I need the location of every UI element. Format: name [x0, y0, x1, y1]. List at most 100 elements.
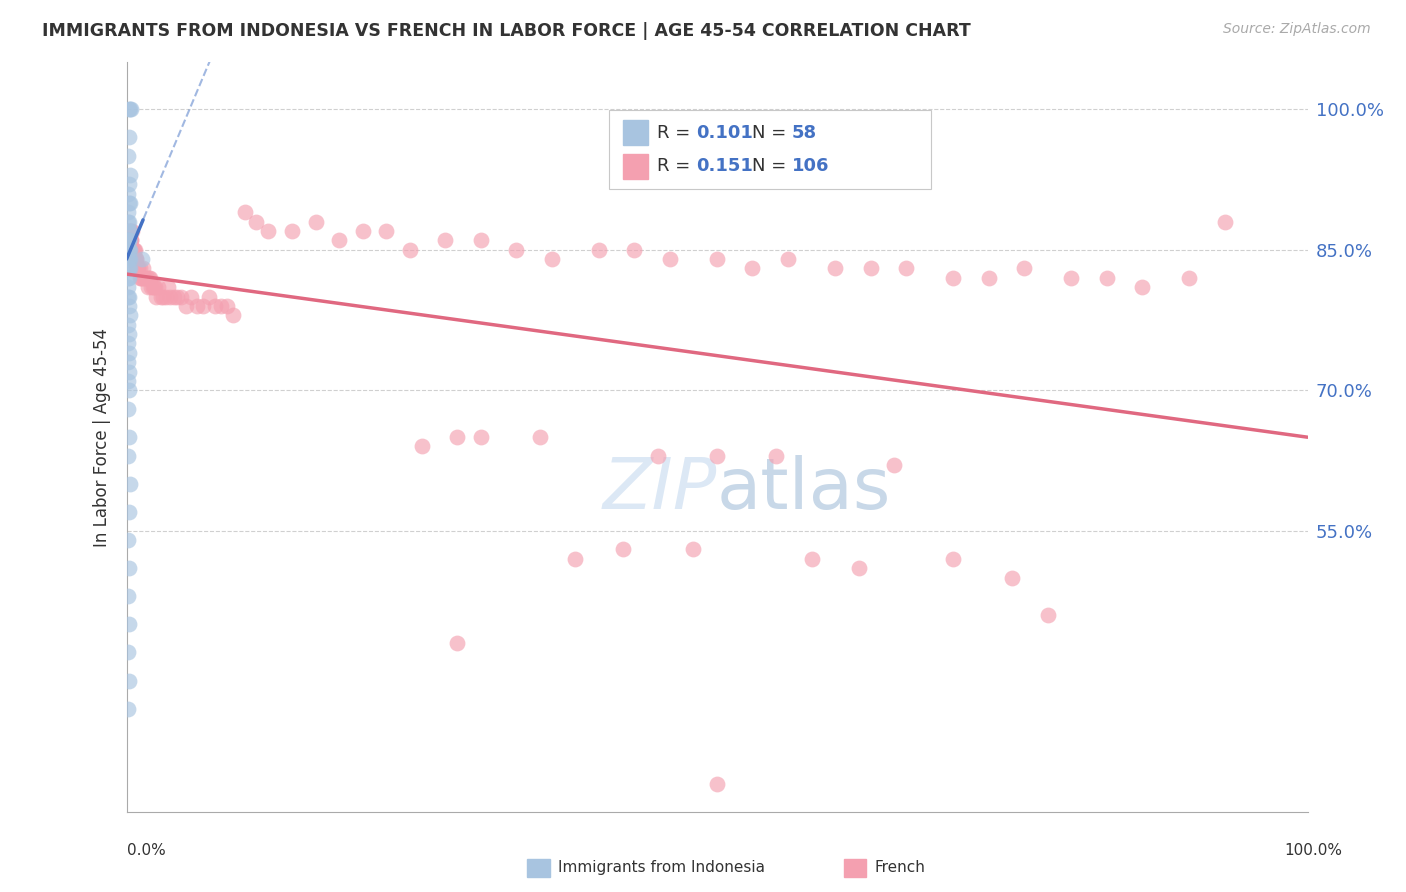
Point — [139, 271, 162, 285]
Point — [859, 261, 882, 276]
Point — [117, 449, 139, 463]
Point — [470, 430, 492, 444]
Point — [120, 243, 142, 257]
Point — [120, 233, 142, 247]
Point — [848, 561, 870, 575]
Point — [540, 252, 562, 266]
Point — [174, 299, 197, 313]
Point — [257, 224, 280, 238]
Point — [117, 401, 139, 416]
Point — [124, 252, 146, 266]
Point — [120, 233, 142, 247]
Point — [222, 308, 245, 322]
Point — [117, 186, 139, 201]
Text: 0.0%: 0.0% — [127, 843, 166, 857]
Point — [612, 542, 634, 557]
Point — [135, 271, 157, 285]
Point — [170, 289, 193, 303]
Point — [117, 233, 139, 247]
Point — [138, 271, 160, 285]
Point — [204, 299, 226, 313]
Point — [118, 215, 141, 229]
Point — [741, 261, 763, 276]
Point — [117, 205, 139, 219]
Point — [145, 289, 167, 303]
Point — [120, 168, 142, 182]
Point — [127, 261, 149, 276]
Point — [152, 289, 174, 303]
Text: R =: R = — [657, 157, 696, 175]
Text: IMMIGRANTS FROM INDONESIA VS FRENCH IN LABOR FORCE | AGE 45-54 CORRELATION CHART: IMMIGRANTS FROM INDONESIA VS FRENCH IN L… — [42, 22, 972, 40]
Point — [209, 299, 232, 313]
Point — [120, 233, 142, 247]
Text: 58: 58 — [792, 124, 817, 142]
Point — [118, 346, 141, 360]
Point — [122, 243, 145, 257]
Point — [894, 261, 917, 276]
Point — [118, 224, 141, 238]
Point — [132, 261, 155, 276]
Text: French: French — [875, 861, 925, 875]
Point — [156, 280, 179, 294]
Point — [118, 252, 141, 266]
Point — [186, 299, 208, 313]
Point — [682, 542, 704, 557]
Text: 106: 106 — [792, 157, 830, 175]
Point — [117, 646, 139, 660]
Point — [328, 233, 350, 247]
Point — [375, 224, 398, 238]
Text: atlas: atlas — [717, 455, 891, 524]
Point — [117, 271, 139, 285]
Point — [118, 261, 141, 276]
Point — [1178, 271, 1201, 285]
Point — [120, 233, 142, 247]
Point — [134, 271, 156, 285]
Point — [352, 224, 374, 238]
Point — [120, 224, 142, 238]
Point — [446, 430, 468, 444]
Point — [120, 252, 142, 266]
Point — [942, 551, 965, 566]
Point — [118, 326, 141, 341]
Text: 100.0%: 100.0% — [1285, 843, 1343, 857]
Point — [245, 215, 267, 229]
Point — [118, 289, 141, 303]
Point — [529, 430, 551, 444]
Point — [824, 261, 846, 276]
Point — [118, 271, 141, 285]
Point — [977, 271, 1000, 285]
Point — [142, 280, 165, 294]
Point — [129, 271, 152, 285]
Point — [118, 224, 141, 238]
Y-axis label: In Labor Force | Age 45-54: In Labor Force | Age 45-54 — [93, 327, 111, 547]
Point — [118, 243, 141, 257]
Point — [1213, 215, 1236, 229]
Point — [883, 458, 905, 473]
Point — [131, 252, 153, 266]
Point — [1130, 280, 1153, 294]
Text: R =: R = — [657, 124, 696, 142]
Point — [118, 130, 141, 145]
Point — [118, 673, 141, 688]
Point — [118, 233, 141, 247]
Point — [127, 261, 149, 276]
Point — [120, 102, 142, 116]
Text: ZIP: ZIP — [603, 455, 717, 524]
Point — [623, 243, 645, 257]
Point — [118, 102, 141, 116]
Text: Source: ZipAtlas.com: Source: ZipAtlas.com — [1223, 22, 1371, 37]
Point — [411, 440, 433, 453]
Point — [505, 243, 527, 257]
Point — [233, 205, 256, 219]
Point — [470, 233, 492, 247]
Point — [180, 289, 202, 303]
Point — [1012, 261, 1035, 276]
Point — [159, 289, 181, 303]
Point — [125, 261, 148, 276]
Point — [120, 233, 142, 247]
Point — [120, 102, 142, 116]
Point — [117, 590, 139, 604]
Point — [118, 177, 141, 191]
Point — [446, 636, 468, 650]
Point — [134, 271, 156, 285]
